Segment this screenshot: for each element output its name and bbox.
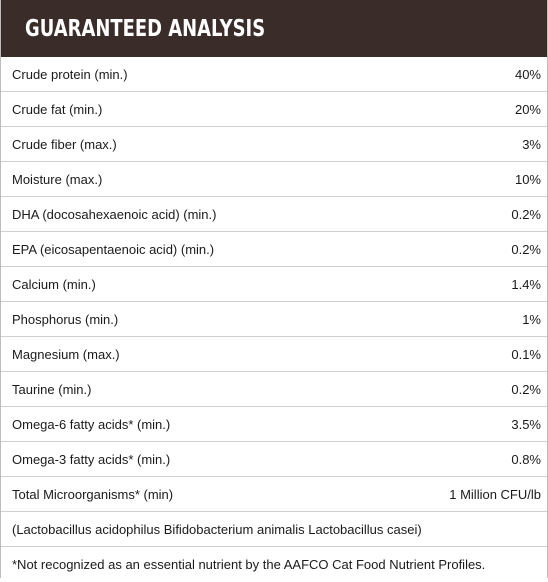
table-row: Calcium (min.) 1.4% — [1, 267, 547, 302]
table-row: Phosphorus (min.) 1% — [1, 302, 547, 337]
nutrient-value: 0.2% — [511, 206, 541, 222]
table-row: Omega-3 fatty acids* (min.) 0.8% — [1, 442, 547, 477]
table-row: Moisture (max.) 10% — [1, 162, 547, 197]
nutrient-value: 3.5% — [511, 416, 541, 432]
footnote-row: *Not recognized as an essential nutrient… — [1, 547, 547, 582]
table-row: DHA (docosahexaenoic acid) (min.) 0.2% — [1, 197, 547, 232]
nutrient-value: 0.1% — [511, 346, 541, 362]
panel-title: GUARANTEED ANALYSIS — [25, 15, 266, 42]
nutrient-value: 0.8% — [511, 451, 541, 467]
microorganism-note: (Lactobacillus acidophilus Bifidobacteri… — [12, 521, 422, 537]
table-row: Crude fiber (max.) 3% — [1, 127, 547, 162]
nutrient-value: 40% — [514, 66, 541, 82]
nutrient-label: Magnesium (max.) — [12, 346, 120, 362]
nutrient-value: 10% — [514, 171, 541, 187]
nutrient-value: 3% — [522, 136, 541, 152]
panel-header: GUARANTEED ANALYSIS — [1, 0, 547, 57]
nutrient-label: Crude fiber (max.) — [12, 136, 117, 152]
nutrient-label: Crude protein (min.) — [12, 66, 128, 82]
table-row: Taurine (min.) 0.2% — [1, 372, 547, 407]
table-row: Omega-6 fatty acids* (min.) 3.5% — [1, 407, 547, 442]
nutrient-label: Moisture (max.) — [12, 171, 103, 187]
footnote-text: *Not recognized as an essential nutrient… — [12, 557, 486, 572]
microorganism-note-row: (Lactobacillus acidophilus Bifidobacteri… — [1, 512, 547, 547]
nutrient-value: 1% — [522, 311, 541, 327]
nutrient-value: 1.4% — [511, 276, 541, 292]
nutrient-value: 0.2% — [511, 381, 541, 397]
nutrient-label: Total Microorganisms* (min) — [12, 486, 174, 502]
analysis-table: Crude protein (min.) 40% Crude fat (min.… — [1, 57, 547, 582]
nutrient-label: Crude fat (min.) — [12, 101, 103, 117]
nutrient-label: Phosphorus (min.) — [12, 311, 119, 327]
table-row: Crude fat (min.) 20% — [1, 92, 547, 127]
nutrient-label: Omega-6 fatty acids* (min.) — [12, 416, 171, 432]
table-row: Crude protein (min.) 40% — [1, 57, 547, 92]
nutrient-label: Taurine (min.) — [12, 381, 92, 397]
nutrient-label: Calcium (min.) — [12, 276, 96, 292]
nutrient-value: 0.2% — [511, 241, 541, 257]
nutrient-label: EPA (eicosapentaenoic acid) (min.) — [12, 241, 215, 257]
nutrient-value: 1 Million CFU/lb — [449, 486, 541, 502]
nutrient-label: DHA (docosahexaenoic acid) (min.) — [12, 206, 217, 222]
nutrient-value: 20% — [514, 101, 541, 117]
table-row: Magnesium (max.) 0.1% — [1, 337, 547, 372]
table-row: Total Microorganisms* (min) 1 Million CF… — [1, 477, 547, 512]
table-row: EPA (eicosapentaenoic acid) (min.) 0.2% — [1, 232, 547, 267]
nutrient-label: Omega-3 fatty acids* (min.) — [12, 451, 171, 467]
